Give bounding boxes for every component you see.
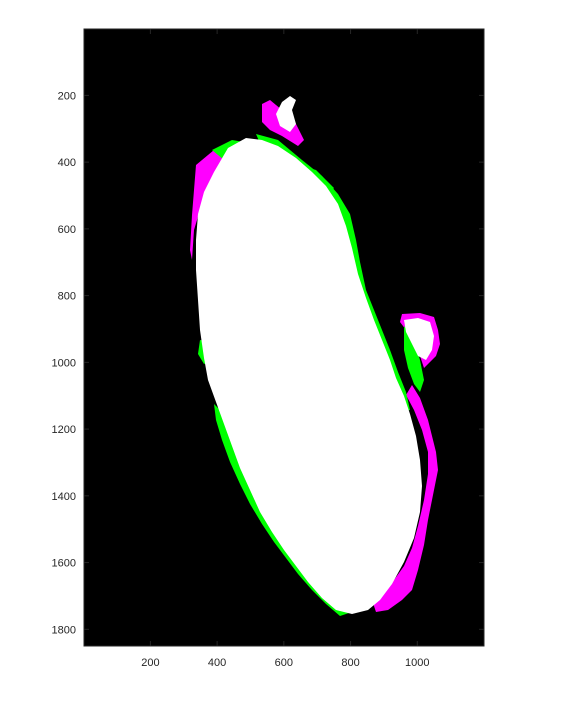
- y-tick-label: 1200: [52, 424, 76, 436]
- y-tick-label: 1600: [52, 558, 76, 570]
- x-tick-label: 1000: [405, 657, 429, 669]
- y-tick-label: 800: [58, 291, 76, 303]
- x-tick-label: 800: [341, 657, 359, 669]
- x-axis: 200 400 600 800 1000: [141, 29, 430, 669]
- y-axis: 200 400 600 800 1000 1200 1400 1600 1800: [52, 90, 484, 636]
- magenta-region-main-right: [372, 385, 438, 612]
- green-region-right-lobe: [404, 326, 424, 392]
- x-tick-label: 200: [141, 657, 159, 669]
- overlap-region-main-body: [196, 138, 422, 614]
- y-tick-label: 1800: [52, 624, 76, 636]
- overlap-region-top-nub: [276, 96, 296, 132]
- x-tick-label: 600: [275, 657, 293, 669]
- image-axes: 200 400 600 800 1000 200 400 600 800 1000 1200 140…: [52, 28, 485, 669]
- segmentation-overlay: [190, 96, 440, 616]
- y-tick-label: 1400: [52, 491, 76, 503]
- y-tick-label: 200: [58, 90, 76, 102]
- x-tick-label: 400: [208, 657, 226, 669]
- overlap-region-right-lobe: [404, 318, 434, 360]
- y-tick-label: 1000: [52, 357, 76, 369]
- y-tick-label: 600: [58, 224, 76, 236]
- y-tick-label: 400: [58, 157, 76, 169]
